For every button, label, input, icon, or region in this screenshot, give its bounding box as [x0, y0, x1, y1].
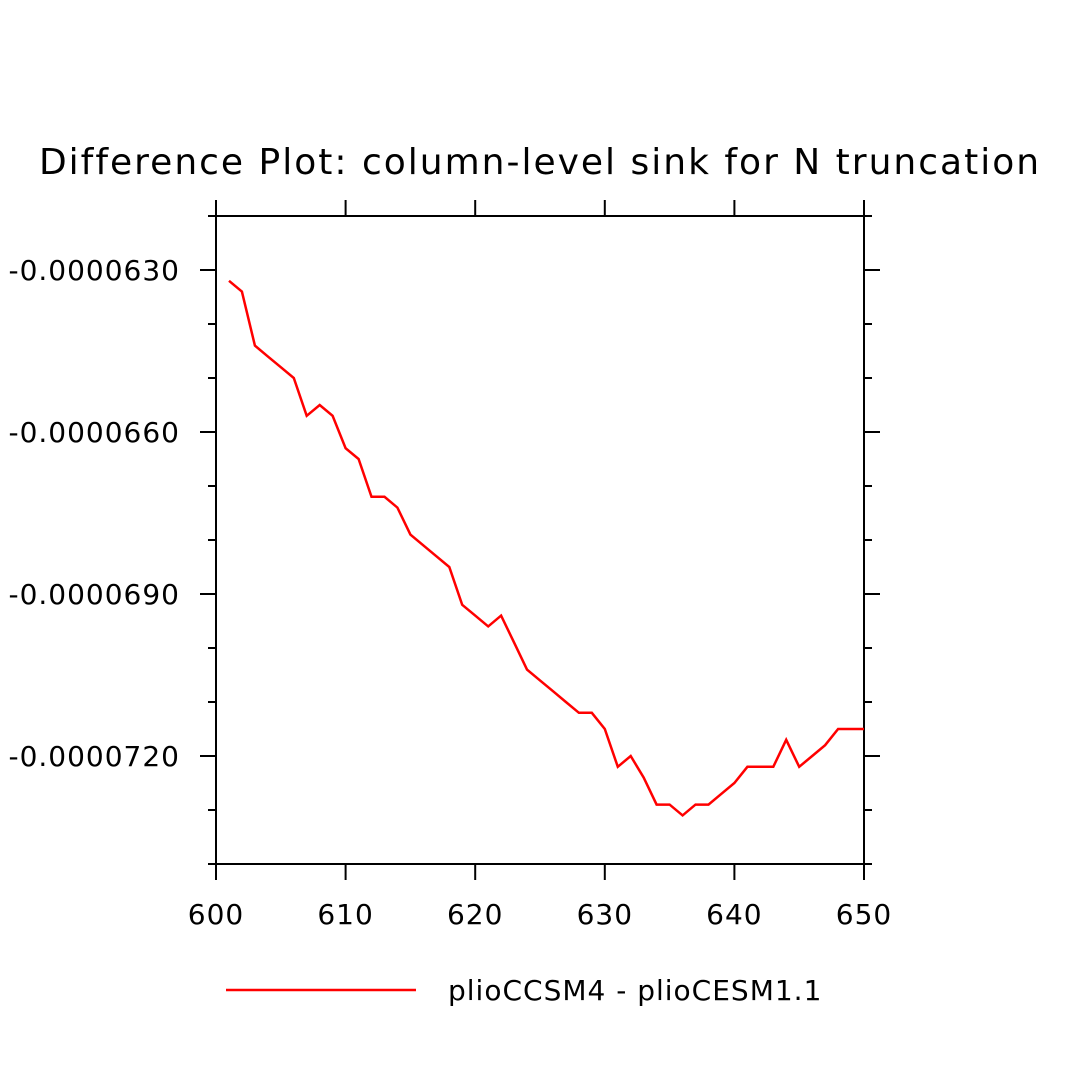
y-tick-label: -0.0000690: [8, 578, 180, 611]
axes: 600 610 620 630 640 650 -0.0000630 -0.0000660 -0…: [8, 200, 892, 931]
x-tick-label: 650: [836, 898, 892, 931]
x-tick-label: 630: [577, 898, 633, 931]
x-tick-label: 610: [317, 898, 373, 931]
series-line: [228, 279, 864, 818]
chart-title: Difference Plot: column-level sink for N…: [39, 142, 1041, 183]
y-tick-label: -0.0000660: [8, 416, 180, 449]
y-tick-label: -0.0000720: [8, 740, 180, 773]
x-tick-label: 640: [706, 898, 762, 931]
x-tick-label: 620: [447, 898, 503, 931]
x-tick-label: 600: [188, 898, 244, 931]
legend: plioCCSM4 - plioCESM1.1: [226, 974, 822, 1007]
legend-label: plioCCSM4 - plioCESM1.1: [448, 974, 822, 1007]
y-tick-label: -0.0000630: [8, 254, 180, 287]
series-layer: [228, 279, 864, 818]
